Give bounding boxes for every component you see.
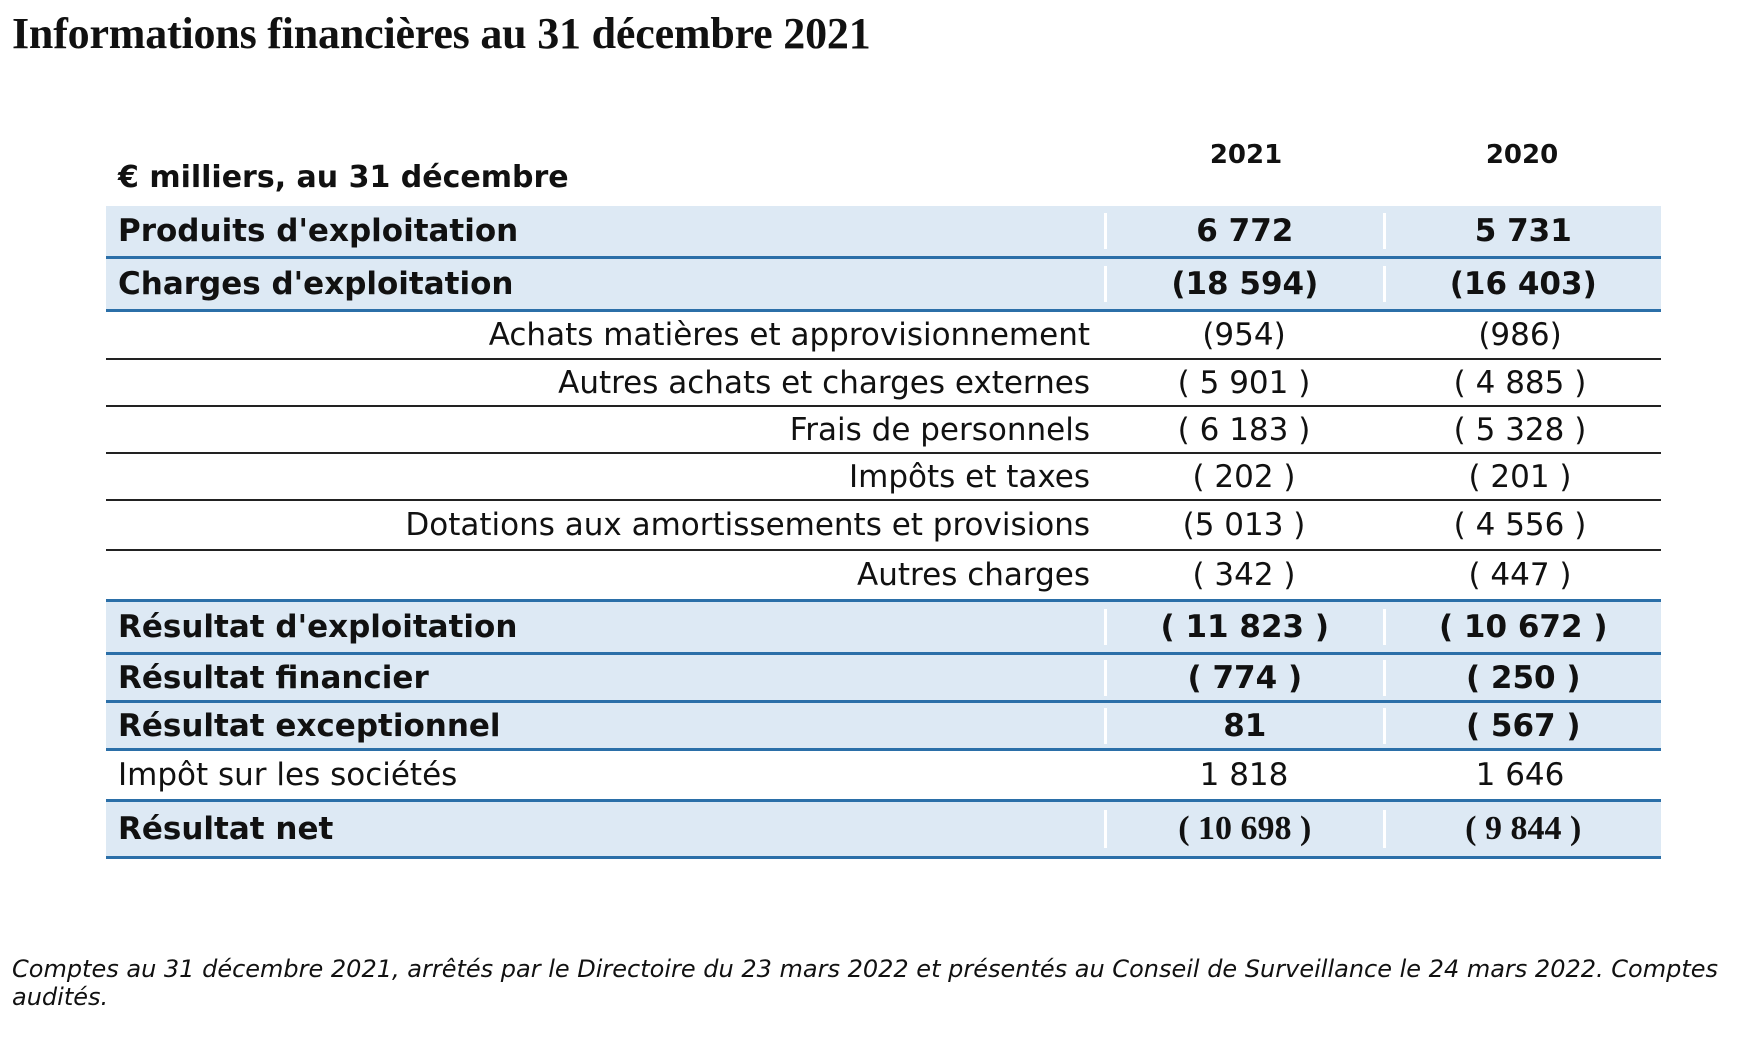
value-2021: ( 11 823 ): [1104, 609, 1386, 645]
row-label: Impôts et taxes: [849, 458, 1090, 495]
row-dotations: Dotations aux amortissements et provisio…: [106, 501, 1661, 551]
row-label: Achats matières et approvisionnement: [488, 317, 1090, 353]
value-2020: ( 10 672 ): [1438, 609, 1608, 645]
value-2020: (986): [1478, 317, 1562, 353]
value-2021: ( 10 698 ): [1104, 810, 1386, 848]
value-2021: (18 594): [1104, 266, 1386, 302]
value-2020: 1 646: [1475, 757, 1565, 793]
financial-table: € milliers, au 31 décembre 2021 2020 Pro…: [106, 130, 1661, 859]
value-2020: ( 4 556 ): [1453, 507, 1587, 543]
value-2020: 5 731: [1474, 213, 1572, 249]
row-impots-taxes: Impôts et taxes ( 202 ) ( 201 ): [106, 454, 1661, 501]
value-2021: ( 342 ): [1192, 557, 1296, 593]
row-autres-achats: Autres achats et charges externes ( 5 90…: [106, 360, 1661, 407]
row-resultat-financier: Résultat financier ( 774 ) ( 250 ): [106, 655, 1661, 703]
row-charges-exploitation: Charges d'exploitation (18 594) (16 403): [106, 259, 1661, 312]
row-label: Résultat exceptionnel: [118, 707, 501, 744]
row-label: Charges d'exploitation: [118, 266, 514, 302]
value-2021: (5 013 ): [1182, 507, 1306, 543]
value-2020: ( 5 328 ): [1453, 411, 1587, 448]
value-2020: (16 403): [1449, 266, 1597, 302]
value-2021: ( 6 183 ): [1177, 411, 1311, 448]
row-achats-matieres: Achats matières et approvisionnement (95…: [106, 312, 1661, 360]
row-label: Résultat net: [118, 811, 334, 847]
page-title: Informations financières au 31 décembre …: [12, 9, 871, 58]
value-2020: ( 4 885 ): [1453, 364, 1587, 401]
row-label: Frais de personnels: [789, 411, 1090, 448]
value-2020: ( 250 ): [1465, 659, 1581, 696]
value-2020: ( 201 ): [1468, 458, 1572, 495]
row-label: Résultat financier: [118, 659, 429, 696]
value-2021: ( 5 901 ): [1177, 364, 1311, 401]
row-label: Autres charges: [857, 557, 1090, 593]
row-label: Dotations aux amortissements et provisio…: [405, 507, 1090, 543]
row-label: Impôt sur les sociétés: [118, 757, 458, 793]
value-2020: ( 447 ): [1468, 557, 1572, 593]
row-resultat-exceptionnel: Résultat exceptionnel 81 ( 567 ): [106, 703, 1661, 751]
value-2021: (954): [1202, 317, 1286, 353]
value-2021: 1 818: [1199, 757, 1289, 793]
row-label: Produits d'exploitation: [118, 213, 519, 249]
value-2020: ( 9 844 ): [1465, 810, 1582, 847]
column-header-2021: 2021: [1209, 140, 1283, 170]
value-2020: ( 567 ): [1465, 707, 1581, 744]
row-frais-personnels: Frais de personnels ( 6 183 ) ( 5 328 ): [106, 407, 1661, 454]
footnote: Comptes au 31 décembre 2021, arrêtés par…: [12, 955, 1719, 1011]
row-autres-charges: Autres charges ( 342 ) ( 447 ): [106, 551, 1661, 602]
row-impot-societes: Impôt sur les sociétés 1 818 1 646: [106, 751, 1661, 802]
row-label: Autres achats et charges externes: [558, 364, 1090, 401]
row-resultat-exploitation: Résultat d'exploitation ( 11 823 ) ( 10 …: [106, 602, 1661, 655]
value-2021: 6 772: [1104, 213, 1386, 249]
row-produits-exploitation: Produits d'exploitation 6 772 5 731: [106, 206, 1661, 259]
value-2021: 81: [1104, 707, 1386, 744]
row-resultat-net: Résultat net ( 10 698 ) ( 9 844 ): [106, 802, 1661, 859]
row-label: Résultat d'exploitation: [118, 609, 518, 645]
unit-label: € milliers, au 31 décembre: [118, 160, 569, 195]
value-2021: ( 774 ): [1104, 659, 1386, 696]
column-header-2020: 2020: [1485, 140, 1559, 170]
table-header: € milliers, au 31 décembre 2021 2020: [106, 130, 1661, 206]
value-2021: ( 202 ): [1192, 458, 1296, 495]
